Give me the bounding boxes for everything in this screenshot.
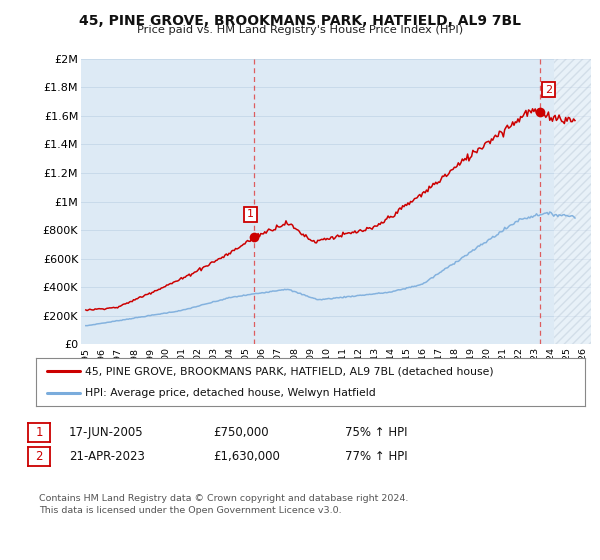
Text: 1: 1 (247, 209, 254, 220)
Text: HPI: Average price, detached house, Welwyn Hatfield: HPI: Average price, detached house, Welw… (85, 388, 376, 398)
Text: 2: 2 (545, 85, 552, 95)
Text: 45, PINE GROVE, BROOKMANS PARK, HATFIELD, AL9 7BL (detached house): 45, PINE GROVE, BROOKMANS PARK, HATFIELD… (85, 366, 494, 376)
Text: 17-JUN-2005: 17-JUN-2005 (69, 426, 143, 439)
Text: 75% ↑ HPI: 75% ↑ HPI (345, 426, 407, 439)
Text: 2: 2 (35, 450, 43, 463)
Text: Price paid vs. HM Land Registry's House Price Index (HPI): Price paid vs. HM Land Registry's House … (137, 25, 463, 35)
Text: £750,000: £750,000 (213, 426, 269, 439)
Bar (554, 59, 591, 344)
Text: 77% ↑ HPI: 77% ↑ HPI (345, 450, 407, 463)
Text: 45, PINE GROVE, BROOKMANS PARK, HATFIELD, AL9 7BL: 45, PINE GROVE, BROOKMANS PARK, HATFIELD… (79, 14, 521, 28)
Text: £1,630,000: £1,630,000 (213, 450, 280, 463)
Text: 1: 1 (35, 426, 43, 439)
Text: Contains HM Land Registry data © Crown copyright and database right 2024.
This d: Contains HM Land Registry data © Crown c… (39, 494, 409, 515)
Text: 21-APR-2023: 21-APR-2023 (69, 450, 145, 463)
